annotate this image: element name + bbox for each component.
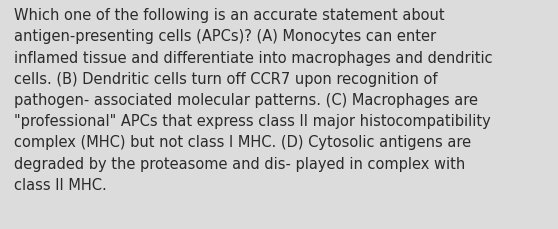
Text: Which one of the following is an accurate statement about
antigen-presenting cel: Which one of the following is an accurat… (14, 8, 493, 192)
